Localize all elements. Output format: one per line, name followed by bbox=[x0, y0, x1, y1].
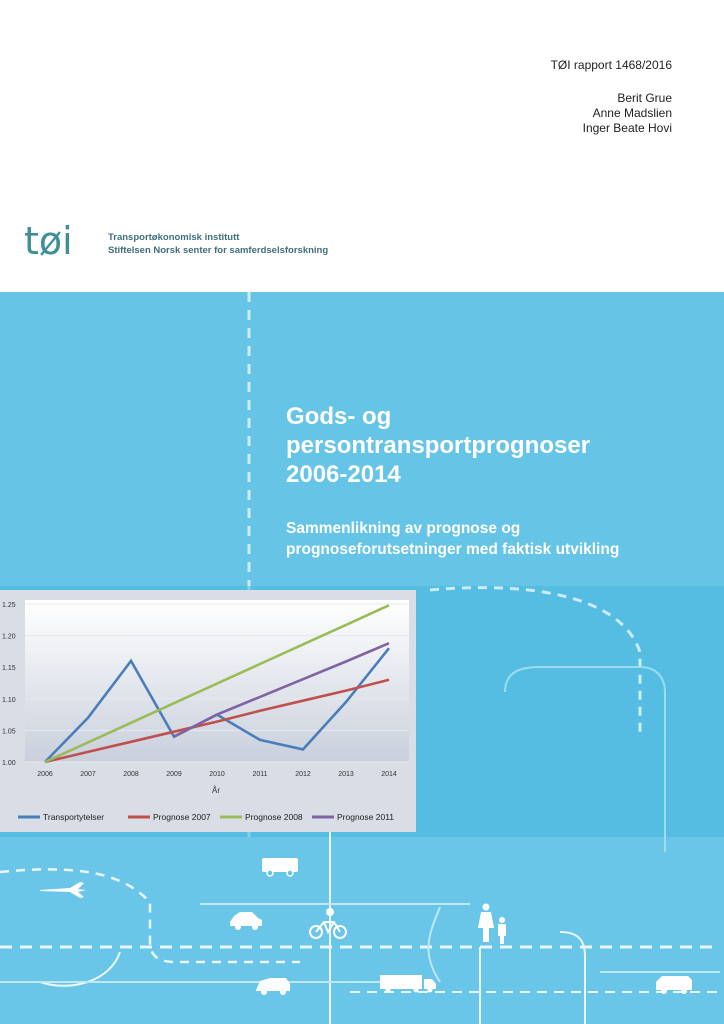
header-area: TØI rapport 1468/2016 Berit Grue Anne Ma… bbox=[0, 0, 724, 292]
x-tick-label: 2009 bbox=[166, 771, 182, 778]
car-icon bbox=[230, 912, 262, 930]
series-line bbox=[44, 678, 390, 764]
pedestrians-icon bbox=[478, 903, 506, 944]
x-tick-label: 2012 bbox=[295, 771, 311, 778]
y-tick-label: 1.10 bbox=[2, 697, 16, 704]
x-tick-label: 2007 bbox=[80, 771, 96, 778]
bus-icon bbox=[262, 858, 298, 877]
subtitle-line-2: prognoseforutsetninger med faktisk utvik… bbox=[286, 541, 620, 558]
x-tick-label: 2014 bbox=[381, 771, 397, 778]
logo-line-2: Stiftelsen Norsk senter for samferdselsf… bbox=[108, 245, 329, 256]
author-3: Inger Beate Hovi bbox=[582, 121, 672, 135]
cover-subtitle: Sammenlikning av prognose og prognosefor… bbox=[286, 518, 706, 560]
report-meta: TØI rapport 1468/2016 Berit Grue Anne Ma… bbox=[551, 58, 672, 136]
line-chart: 1.00 1.05 1.10 1.15 1.20 1.25 2006 2007 2008 200… bbox=[2, 600, 409, 822]
title-line-1: Gods- og bbox=[286, 403, 392, 430]
title-line-2: persontransportprognoser bbox=[286, 432, 591, 459]
series-line bbox=[173, 642, 390, 738]
author-1: Berit Grue bbox=[617, 91, 672, 105]
logo-line-1: Transportøkonomisk institutt bbox=[108, 232, 240, 243]
author-2: Anne Madslien bbox=[592, 106, 672, 120]
cover-title: Gods- og persontransportprognoser 2006-2… bbox=[286, 402, 706, 489]
y-tick-label: 1.25 bbox=[2, 602, 16, 609]
y-tick-label: 1.05 bbox=[2, 728, 16, 735]
legend-label: Prognose 2011 bbox=[337, 812, 394, 822]
y-tick-label: 1.00 bbox=[2, 760, 16, 767]
series-line bbox=[44, 604, 390, 764]
legend-label: Prognose 2008 bbox=[245, 812, 303, 822]
report-number: TØI rapport 1468/2016 bbox=[550, 58, 672, 72]
x-axis-label: År bbox=[212, 786, 220, 795]
plot-area bbox=[25, 600, 409, 762]
van-icon bbox=[656, 976, 692, 994]
title-line-3: 2006-2014 bbox=[286, 461, 401, 488]
bicycle-icon bbox=[309, 908, 347, 939]
chart-panel: 1.00 1.05 1.10 1.15 1.20 1.25 2006 2007 2008 200… bbox=[0, 590, 416, 832]
airplane-icon bbox=[40, 882, 86, 898]
x-tick-label: 2013 bbox=[338, 771, 354, 778]
legend-label: Transportytelser bbox=[43, 812, 104, 822]
legend-label: Prognose 2007 bbox=[153, 812, 211, 822]
logo-mark: tøi bbox=[24, 220, 73, 260]
y-tick-label: 1.20 bbox=[2, 634, 16, 641]
x-tick-label: 2011 bbox=[252, 771, 267, 778]
x-tick-label: 2010 bbox=[209, 771, 225, 778]
subtitle-line-1: Sammenlikning av prognose og bbox=[286, 520, 521, 537]
x-tick-label: 2008 bbox=[123, 771, 139, 778]
truck-icon bbox=[380, 975, 436, 993]
logo-text: Transportøkonomisk institutt Stiftelsen … bbox=[108, 231, 328, 257]
y-tick-label: 1.15 bbox=[2, 665, 16, 672]
van-icon bbox=[256, 978, 290, 995]
toi-logo: tøi bbox=[24, 220, 73, 260]
x-tick-label: 2006 bbox=[37, 771, 53, 778]
